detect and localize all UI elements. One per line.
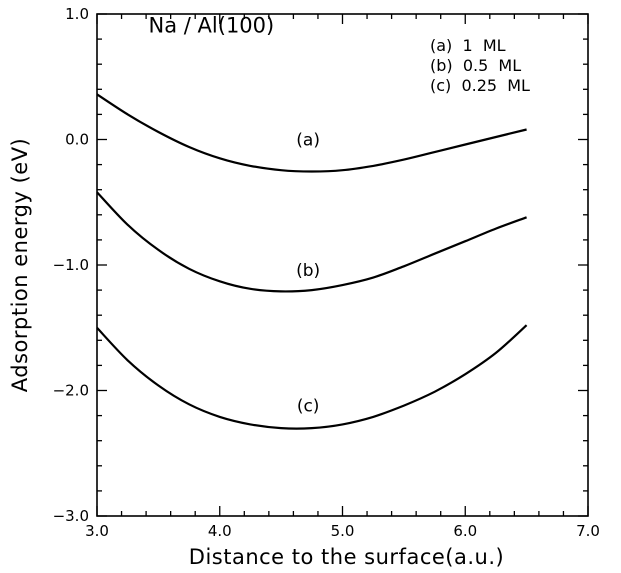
x-tick-label: 4.0: [208, 522, 232, 540]
x-axis-title: Distance to the surface(a.u.): [189, 545, 504, 569]
curve-label: (c): [297, 397, 320, 417]
curve-label: (a): [296, 131, 320, 151]
y-tick-label: −3.0: [53, 507, 89, 525]
x-tick-label: 5.0: [331, 522, 355, 540]
y-tick-label: −2.0: [53, 382, 89, 400]
series-line-a: [96, 93, 527, 173]
plot-title: Na / Al(100): [149, 13, 275, 37]
axis-ticks: [96, 13, 589, 517]
series-line-c: [96, 324, 528, 430]
legend-entry: (c) 0.25 ML: [430, 76, 530, 95]
x-tick-label: 3.0: [85, 522, 109, 540]
chart-labels: 3.0 4.0 5.0 6.0 7.0 1.0 0.0 −1.0 −2.0 −3.0 (a) (b) (…: [53, 5, 600, 540]
series-line-b: [96, 191, 527, 293]
series-lines: [96, 93, 528, 430]
y-tick-label: 0.0: [65, 131, 89, 149]
legend-entry: (b) 0.5 ML: [430, 56, 521, 75]
y-tick-label: −1.0: [53, 256, 89, 274]
y-axis-title: Adsorption energy (eV): [8, 138, 32, 393]
x-tick-label: 7.0: [576, 522, 600, 540]
legend: (a) 1 ML(b) 0.5 ML(c) 0.25 ML: [430, 36, 530, 95]
legend-entry: (a) 1 ML: [430, 36, 506, 55]
x-tick-label: 6.0: [453, 522, 477, 540]
curve-label: (b): [296, 261, 320, 281]
y-tick-label: 1.0: [65, 5, 89, 23]
